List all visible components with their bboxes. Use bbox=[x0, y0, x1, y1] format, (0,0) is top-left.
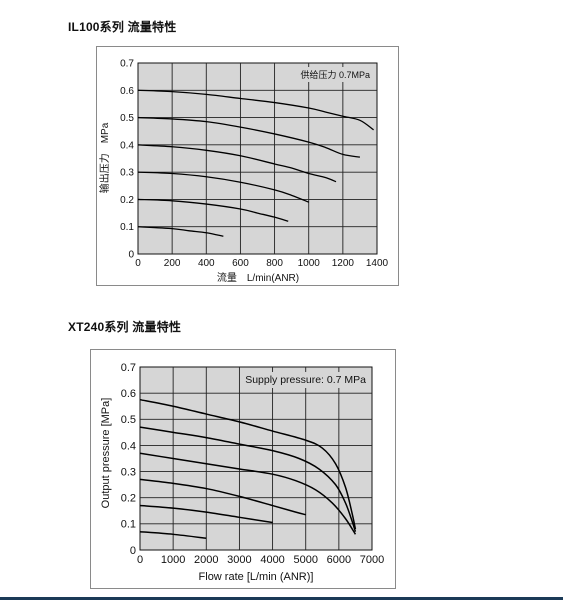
chart-2-x-tick-label: 2000 bbox=[194, 554, 218, 566]
chart-2-x-tick-label: 6000 bbox=[327, 554, 351, 566]
chart-1-series-line-3 bbox=[137, 144, 337, 183]
chart-1-y-tick-label: 0.7 bbox=[120, 59, 134, 70]
chart-2-x-tick-label: 1000 bbox=[161, 554, 185, 566]
chart-2-y-tick-label: 0.7 bbox=[121, 362, 136, 374]
chart-2-y-tick-label: 0.6 bbox=[121, 388, 136, 400]
chart-1-y-tick-label: 0.1 bbox=[120, 222, 134, 233]
chart-2-x-tick-label: 3000 bbox=[227, 554, 251, 566]
chart-2-series-line-3 bbox=[139, 452, 357, 535]
chart-1-series-line-4 bbox=[137, 171, 309, 203]
chart-1-heading: IL100系列 流量特性 bbox=[68, 20, 177, 34]
chart-1-x-tick-label: 1400 bbox=[366, 258, 389, 269]
chart-2-annotation: Supply pressure: 0.7 MPa bbox=[245, 374, 366, 386]
chart-2-series-line-6 bbox=[139, 530, 207, 539]
chart-1-x-axis-label: 流量 L/min(ANR) bbox=[217, 271, 299, 284]
chart-2-y-tick-label: 0.1 bbox=[121, 519, 136, 531]
chart-1-annotation: 供给压力 0.7MPa bbox=[300, 69, 370, 80]
chart-1-series-line-1 bbox=[137, 89, 374, 131]
chart-1-y-tick-label: 0 bbox=[128, 250, 134, 261]
chart-1-plot-area bbox=[137, 62, 378, 255]
chart-1-x-tick-label: 1200 bbox=[332, 258, 355, 269]
chart-2-annotation-bg bbox=[242, 372, 370, 388]
chart-2-y-axis-label: Output pressure [MPa] bbox=[100, 398, 112, 509]
chart-1-y-tick-label: 0.2 bbox=[120, 195, 134, 206]
chart-1-y-axis-label: 输出压力 MPa bbox=[98, 122, 111, 193]
chart-1-x-tick-label: 1000 bbox=[298, 258, 321, 269]
chart-2-x-tick-label: 5000 bbox=[293, 554, 317, 566]
chart-1-y-tick-label: 0.4 bbox=[120, 140, 134, 151]
chart-1-series-line-5 bbox=[137, 198, 289, 222]
chart-2-heading: XT240系列 流量特性 bbox=[68, 320, 182, 334]
chart-2-y-tick-label: 0 bbox=[130, 545, 136, 557]
chart-1-y-tick-label: 0.3 bbox=[120, 168, 134, 179]
chart-1-series-line-2 bbox=[137, 116, 361, 158]
chart-2-y-tick-label: 0.3 bbox=[121, 466, 136, 478]
chart-1-y-tick-label: 0.6 bbox=[120, 86, 134, 97]
chart-2-series-line-5 bbox=[139, 504, 273, 524]
chart-2-x-tick-label: 0 bbox=[137, 554, 143, 566]
chart-1-x-tick-label: 600 bbox=[232, 258, 249, 269]
chart-2-series-line-1 bbox=[139, 398, 357, 530]
chart-2-x-axis-label: Flow rate [L/min (ANR)] bbox=[199, 571, 314, 583]
bottom-divider bbox=[0, 597, 563, 600]
chart-2-series-line-4 bbox=[139, 478, 306, 516]
chart-1-annotation-bg bbox=[297, 67, 373, 82]
chart-2-y-tick-label: 0.2 bbox=[121, 493, 136, 505]
chart-2-y-tick-label: 0.4 bbox=[121, 440, 136, 452]
chart-1-x-tick-label: 400 bbox=[198, 258, 215, 269]
chart-1-x-tick-label: 200 bbox=[164, 258, 181, 269]
chart-1-y-tick-label: 0.5 bbox=[120, 113, 134, 124]
chart-1-x-tick-label: 800 bbox=[266, 258, 283, 269]
chart-2-x-tick-label: 7000 bbox=[360, 554, 384, 566]
chart-1-series-line-6 bbox=[137, 226, 224, 237]
chart-2-x-tick-label: 4000 bbox=[260, 554, 284, 566]
chart-2-series-line-2 bbox=[139, 426, 357, 532]
chart-1-x-tick-label: 0 bbox=[135, 258, 141, 269]
chart-2-y-tick-label: 0.5 bbox=[121, 414, 136, 426]
